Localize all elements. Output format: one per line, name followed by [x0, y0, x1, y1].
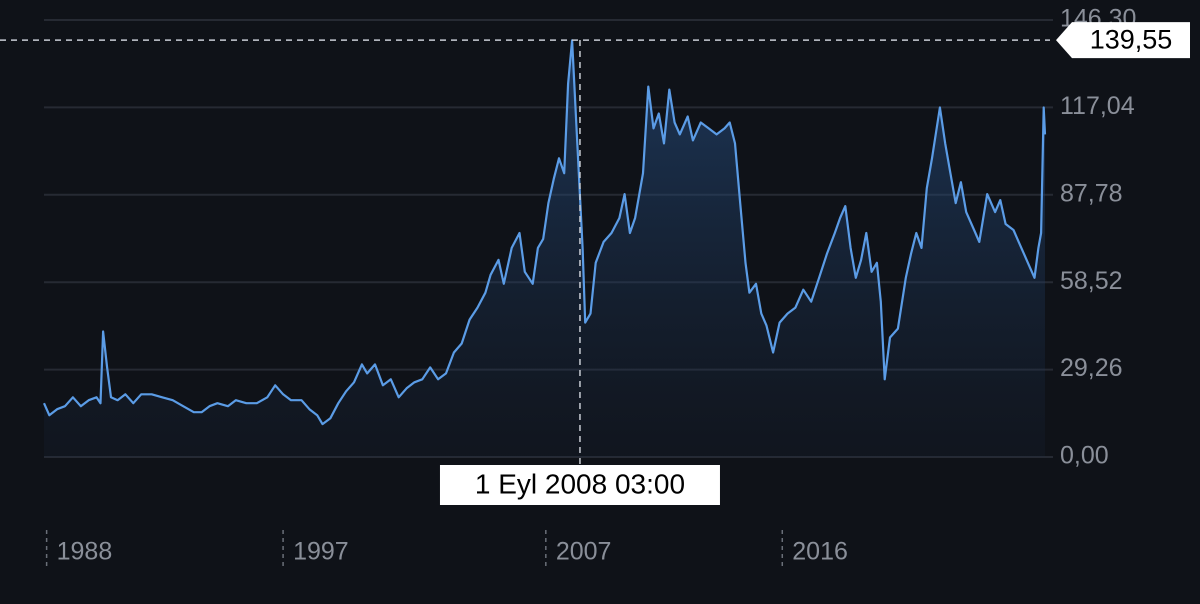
y-tick-label: 87,78: [1060, 179, 1123, 207]
price-label-box: [1056, 22, 1190, 59]
y-tick-label: 29,26: [1060, 354, 1123, 382]
price-label: 139,55: [1090, 24, 1173, 54]
area-fill: [44, 40, 1045, 458]
y-tick-label: 0,00: [1060, 442, 1109, 470]
y-tick-label: 58,52: [1060, 267, 1123, 295]
x-tick-label: 1988: [57, 538, 113, 566]
time-label-box: [439, 465, 720, 505]
x-tick-label: 2007: [556, 538, 612, 566]
y-tick-label: 117,04: [1060, 92, 1135, 120]
x-tick-label: 2016: [792, 538, 848, 566]
price-line: [42, 39, 1047, 426]
time-label: 1 Eyl 2008 03:00: [475, 468, 685, 499]
x-tick-label: 1997: [293, 538, 349, 566]
